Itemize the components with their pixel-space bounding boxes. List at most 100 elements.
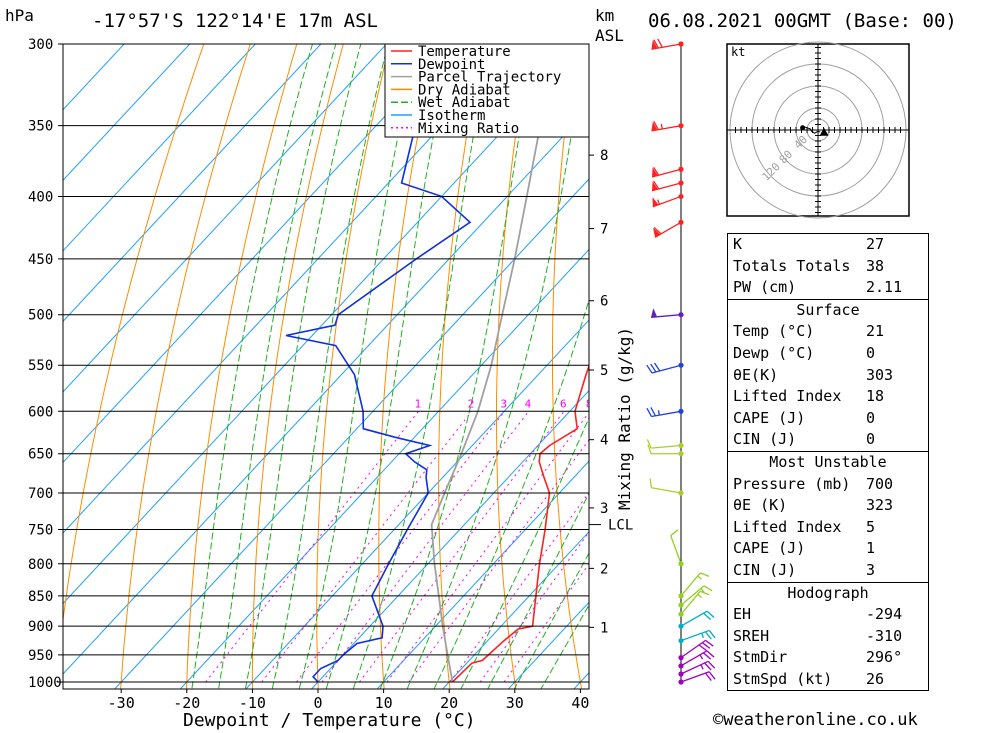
isotherm-line [179, 248, 589, 689]
legend-label: Dry Adiabat [418, 82, 511, 98]
temp-tick-label: 30 [506, 694, 524, 712]
mixing-ratio-label: 8 [586, 397, 593, 410]
most-unstable-header: Most Unstable [728, 450, 928, 474]
wet-adiabat-line [298, 44, 419, 689]
surface-index-value: 0 [866, 408, 876, 427]
legend-label: Temperature [418, 44, 511, 60]
hodo-index-row: SREH -310 [728, 626, 928, 648]
legend-label: Isotherm [418, 108, 485, 124]
surface-index-row: CAPE (J) 0 [728, 408, 928, 430]
legend-label: Wet Adiabat [418, 95, 511, 111]
wet-adiabat-line [406, 44, 587, 689]
unstable-index-value: 3 [866, 560, 876, 579]
temp-tick-label: 40 [571, 694, 589, 712]
pressure-tick-label: 800 [28, 557, 53, 573]
mixing-ratio-line [386, 411, 589, 683]
axes: 3003504004505005506006507007508008509009… [28, 37, 633, 712]
temp-tick-label: -30 [108, 694, 135, 712]
mixing-ratio-axis-title: Mixing Ratio (g/kg) [615, 327, 634, 510]
dry-adiabat-line [946, 7, 1000, 708]
surface-index-label: CIN (J) [733, 430, 797, 449]
surface-index-label: θE(K) [733, 365, 779, 384]
dry-adiabat-line [251, 44, 344, 689]
surface-index-value: 18 [866, 387, 885, 406]
wind-barb [678, 610, 715, 629]
surface-index-row: θE(K) 303 [728, 365, 928, 387]
wind-barb [678, 660, 716, 677]
km-tick-label: 2 [600, 561, 608, 577]
temp-tick-label: 0 [313, 694, 322, 712]
wind-barb [647, 444, 684, 457]
lcl-label: LCL [608, 518, 633, 534]
temp-tick-label: -10 [239, 694, 266, 712]
dry-adiabat-line [316, 44, 391, 689]
index-label: K [733, 235, 743, 253]
unstable-index-label: Pressure (mb) [733, 474, 851, 493]
pressure-tick-label: 350 [28, 119, 53, 135]
isotherm-line [310, 389, 589, 689]
location-title: -17°57'S 122°14'E 17m ASL [92, 10, 378, 32]
temp-tick-label: 10 [375, 694, 393, 712]
surface-index-label: Dewp (°C) [733, 343, 815, 362]
pressure-tick-label: 700 [28, 486, 53, 502]
km-tick-label: 3 [600, 501, 608, 517]
isotherm-line [245, 319, 589, 689]
wet-adiabat-line [325, 44, 453, 689]
hodo-index-row: StmDir 296° [728, 647, 928, 669]
x-axis-title: Dewpoint / Temperature (°C) [183, 710, 476, 731]
unstable-index-label: θE (K) [733, 496, 788, 515]
wind-barb [651, 166, 684, 178]
surface-index-row: CIN (J) 0 [728, 429, 928, 451]
legend-box [384, 43, 590, 138]
index-row: PW (cm) 2.11 [728, 277, 928, 299]
surface-index-value: 21 [866, 322, 885, 341]
wind-barb [678, 572, 710, 599]
dry-adiabat-line [120, 44, 251, 689]
unstable-index-value: 700 [866, 474, 894, 493]
legend-label: Mixing Ratio [418, 121, 519, 137]
index-value: 27 [866, 235, 885, 253]
hodograph-header: Hodograph [728, 581, 928, 605]
mixing-ratio-line [261, 410, 472, 683]
pressure-tick-label: 1000 [28, 675, 62, 691]
isotherm-line [63, 44, 388, 393]
wind-barb [649, 478, 684, 496]
pressure-unit-label: hPa [5, 6, 34, 25]
dry-adiabat-line [496, 44, 530, 689]
pressure-tick-label: 600 [28, 404, 53, 420]
mixing-ratio-label: 2 [468, 397, 475, 410]
hodo-index-value: -310 [866, 626, 903, 645]
hodo-index-value: 26 [866, 669, 885, 688]
asl-label: ASL [595, 26, 624, 45]
pressure-tick-label: 950 [28, 648, 53, 664]
pressure-tick-label: 900 [28, 619, 53, 635]
index-label: Totals Totals [733, 256, 851, 275]
unstable-index-row: θE (K) 323 [728, 495, 928, 517]
mixing-ratio-label: 6 [560, 397, 567, 410]
pressure-tick-label: 550 [28, 358, 53, 374]
isotherm-line [63, 44, 191, 182]
mixing-ratio-line [321, 410, 530, 683]
surface-index-label: CAPE (J) [733, 408, 806, 427]
wind-barb [678, 650, 715, 669]
index-value: 38 [866, 256, 885, 275]
isotherm-line [63, 44, 125, 111]
isotherm-line [0, 7, 27, 707]
wind-barb [678, 671, 716, 685]
unstable-index-row: CIN (J) 3 [728, 560, 928, 582]
temp-tick-label: -20 [173, 694, 200, 712]
pressure-tick-label: 450 [28, 252, 53, 268]
indices-panel: K 27 Totals Totals 38 PW (cm) 2.11 Surface Te… [727, 233, 929, 692]
unstable-index-label: Lifted Index [733, 517, 842, 536]
wind-barb [678, 629, 716, 644]
surface-index-row: Lifted Index 18 [728, 386, 928, 408]
wind-barb [646, 407, 684, 418]
dry-adiabat-line [552, 44, 583, 689]
pressure-tick-label: 850 [28, 589, 53, 605]
mixing-ratio-label: 4 [525, 397, 532, 410]
mixing-ratio-label: 3 [501, 397, 508, 410]
km-tick-label: 7 [600, 222, 608, 238]
